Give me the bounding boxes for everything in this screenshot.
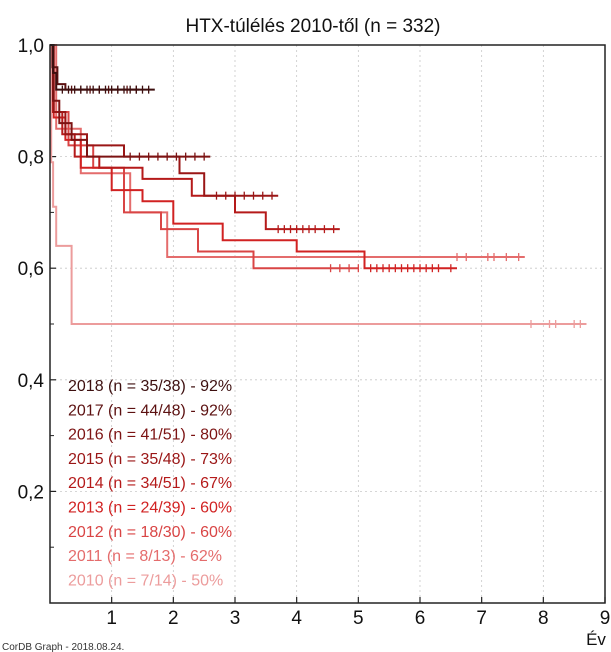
survival-curve	[50, 44, 279, 197]
legend-entry: 2015 (n = 35/48) - 73%	[68, 451, 232, 468]
plot-frame	[49, 44, 606, 604]
x-tick-label: 8	[538, 608, 549, 629]
y-tick-label: 0,8	[18, 148, 44, 169]
survival-curve	[50, 44, 211, 158]
x-tick-label: 5	[353, 608, 364, 629]
y-tick-label: 0,4	[18, 371, 45, 392]
y-tick-label: 0,2	[18, 482, 44, 503]
survival-curve	[50, 44, 155, 91]
legend-entry: 2013 (n = 24/39) - 60%	[68, 500, 232, 517]
legend-entry: 2017 (n = 44/48) - 92%	[68, 402, 232, 419]
x-tick-label: 7	[476, 608, 487, 629]
footer-text: CorDB Graph - 2018.08.24.	[2, 642, 124, 652]
x-tick-label: 2	[168, 608, 179, 629]
series-2014	[50, 44, 340, 234]
survival-curve	[50, 44, 525, 258]
legend-entry: 2012 (n = 18/30) - 60%	[68, 524, 232, 541]
legend-entry: 2014 (n = 34/51) - 67%	[68, 475, 232, 492]
legend-entry: 2011 (n = 8/13) - 62%	[68, 548, 222, 565]
chart-title: HTX-túlélés 2010-től (n = 332)	[185, 16, 440, 37]
series-2015	[50, 44, 279, 200]
y-tick-label: 0,6	[18, 259, 44, 280]
legend-entry: 2016 (n = 41/51) - 80%	[68, 427, 232, 444]
y-tick-label: 1,0	[18, 36, 44, 57]
series-2013	[50, 44, 457, 273]
x-tick-label: 6	[415, 608, 426, 629]
x-tick-label: 1	[106, 608, 117, 629]
x-tick-label: 3	[230, 608, 241, 629]
survival-curve	[50, 44, 140, 91]
legend: 2018 (n = 35/38) - 92% 2017 (n = 44/48) -…	[68, 378, 232, 589]
x-tick-label: 4	[291, 608, 302, 629]
survival-curve	[50, 44, 587, 325]
x-axis-label: Év	[586, 630, 606, 649]
series-2010	[50, 44, 587, 328]
legend-entry: 2010 (n = 7/14) - 50%	[68, 572, 223, 589]
x-tick-label: 9	[600, 608, 611, 629]
series-lines	[50, 44, 587, 328]
legend-entry: 2018 (n = 35/38) - 92%	[68, 378, 232, 395]
series-2017	[50, 44, 140, 94]
grid	[50, 45, 605, 603]
